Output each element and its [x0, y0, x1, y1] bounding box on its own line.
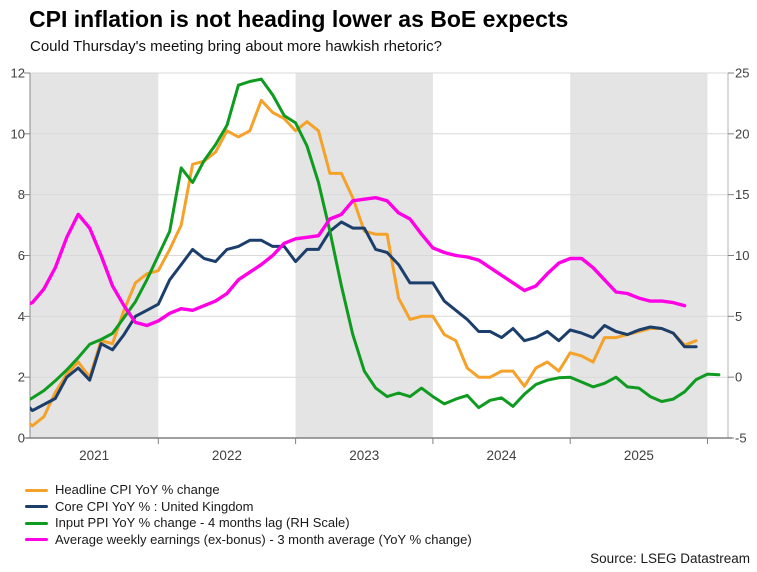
x-year-label: 2021 [79, 448, 109, 463]
x-year-label: 2025 [624, 448, 654, 463]
legend-label: Input PPI YoY % change - 4 months lag (R… [55, 515, 350, 530]
awe-line [30, 195, 687, 328]
y-tick-label-left: 2 [18, 370, 25, 385]
y-tick-label-left: 4 [18, 309, 25, 324]
legend-label: Headline CPI YoY % change [55, 482, 220, 497]
x-year-label: 2022 [212, 448, 242, 463]
y-tick-label-left: 10 [11, 126, 25, 141]
headline-cpi-swatch-icon [25, 488, 48, 492]
legend-item-headline-cpi: Headline CPI YoY % change [25, 482, 472, 499]
x-year-label: 2024 [487, 448, 518, 463]
y-tick-label-right: 25 [735, 66, 749, 81]
y-tick-label-right: 20 [735, 126, 749, 141]
y-tick-label-right: 0 [735, 370, 742, 385]
page-subtitle: Could Thursday's meeting bring about mor… [30, 38, 442, 55]
y-tick-label-right: 5 [735, 309, 742, 324]
y-tick-label-right: -5 [735, 431, 747, 446]
y-tick-label-left: 12 [11, 66, 25, 81]
input-ppi-line [30, 77, 721, 410]
awe-swatch-icon [25, 538, 48, 542]
legend-label: Core CPI YoY % : United Kingdom [55, 498, 254, 514]
legend-item-awe: Average weekly earnings (ex-bonus) - 3 m… [25, 532, 472, 549]
source-credit: Source: LSEG Datastream [590, 551, 750, 566]
y-tick-label-left: 6 [18, 248, 25, 263]
core-cpi-swatch-icon [25, 505, 48, 509]
series-group [30, 77, 721, 428]
headline-cpi-line [30, 98, 698, 428]
legend-item-input-ppi: Input PPI YoY % change - 4 months lag (R… [25, 515, 472, 532]
input-ppi-swatch-icon [25, 521, 48, 525]
y-tick-label-right: 15 [735, 187, 749, 202]
page-title: CPI inflation is not heading lower as Bo… [29, 6, 569, 32]
x-year-label: 2023 [349, 448, 379, 463]
legend: Headline CPI YoY % change Core CPI YoY %… [25, 482, 472, 548]
legend-item-core-cpi: Core CPI YoY % : United Kingdom [25, 499, 472, 516]
y-tick-label-left: 8 [18, 187, 25, 202]
legend-label: Average weekly earnings (ex-bonus) - 3 m… [55, 531, 472, 547]
y-tick-label-left: 0 [18, 431, 25, 446]
y-tick-label-right: 10 [735, 248, 749, 263]
